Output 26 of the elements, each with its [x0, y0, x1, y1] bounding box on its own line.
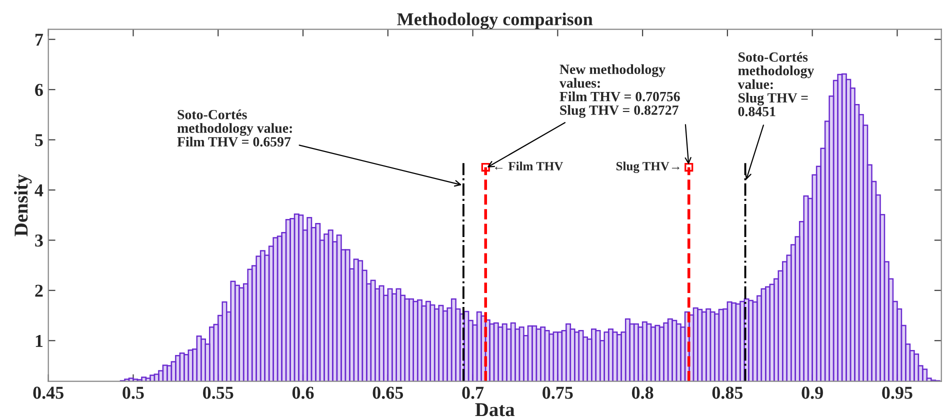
y-tick-label: 2 — [35, 284, 43, 297]
y-axis-title: Density — [14, 174, 32, 236]
y-tick-label: 5 — [35, 134, 43, 146]
y-tick-label: 7 — [35, 34, 44, 46]
y-tick-label: 3 — [35, 234, 43, 247]
x-tick-label: 0.9 — [802, 386, 823, 399]
annotation: New methodology values: Film THV = 0.70756 Slug THV = 0.82727 — [559, 64, 680, 118]
ref-line-label: ← Film THV — [495, 162, 564, 170]
x-tick-label: 0.95 — [882, 386, 912, 399]
x-tick-label: 0.55 — [203, 386, 234, 399]
annotation: Soto-Cortés methodology value: Slug THV = 0.8451 — [738, 52, 814, 116]
x-tick-label: 0.65 — [372, 386, 404, 399]
x-tick-label: 0.5 — [122, 386, 144, 399]
x-tick-label: 0.45 — [33, 386, 64, 399]
x-tick-label: 0.7 — [462, 386, 484, 399]
x-tick-label: 0.6 — [292, 386, 314, 399]
ref-line-label: Slug THV→ — [616, 162, 680, 174]
x-tick-label: 0.75 — [542, 386, 573, 399]
y-tick-label: 4 — [34, 184, 44, 196]
x-tick-label: 0.85 — [712, 386, 743, 399]
chart-title: Methodology comparison — [397, 12, 593, 30]
annotation: Soto-Cortés methodology value: Film THV = 0.6597 — [177, 109, 292, 147]
x-axis-title: Data — [475, 403, 515, 416]
y-tick-label: 1 — [36, 334, 43, 347]
y-tick-label: 6 — [35, 84, 43, 96]
x-tick-label: 0.8 — [632, 386, 654, 399]
